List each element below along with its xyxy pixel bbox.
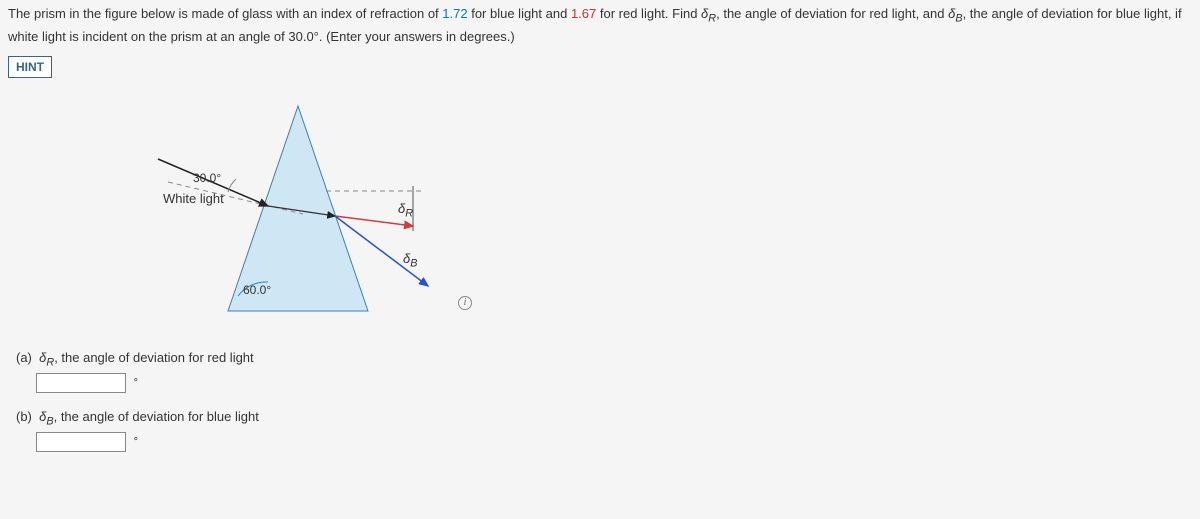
part-a-label: (a) δR, the angle of deviation for red l… [16, 350, 1192, 369]
apex-angle-label: 60.0° [243, 283, 271, 297]
incident-angle-label: 30.0° [193, 171, 221, 185]
prism-diagram: 30.0° White light 60.0° δR δB i [108, 86, 488, 346]
answer-b-input[interactable] [36, 432, 126, 452]
answer-a-input[interactable] [36, 373, 126, 393]
delta-b-label: δB [403, 251, 417, 270]
q-prefix: The prism in the figure below is made of… [8, 6, 442, 21]
n-red: 1.67 [571, 6, 596, 21]
unit-a: ° [134, 377, 138, 389]
answer-parts: (a) δR, the angle of deviation for red l… [16, 350, 1192, 451]
incident-light-label: White light [163, 191, 224, 206]
hint-button[interactable]: HINT [8, 56, 52, 78]
part-a: (a) δR, the angle of deviation for red l… [16, 350, 1192, 393]
part-b: (b) δB, the angle of deviation for blue … [16, 409, 1192, 452]
delta-b-sym: δB [948, 6, 962, 21]
q-mid3: , the angle of deviation for red light, … [716, 6, 948, 21]
prism-svg [108, 86, 488, 326]
q-mid2: for red light. Find [596, 6, 701, 21]
unit-b: ° [134, 436, 138, 448]
q-mid1: for blue light and [468, 6, 571, 21]
part-b-label: (b) δB, the angle of deviation for blue … [16, 409, 1192, 428]
question-text: The prism in the figure below is made of… [8, 4, 1192, 46]
delta-r-sym: δR [701, 6, 716, 21]
delta-r-label: δR [398, 201, 413, 220]
prism-shape [228, 106, 368, 311]
n-blue: 1.72 [442, 6, 467, 21]
